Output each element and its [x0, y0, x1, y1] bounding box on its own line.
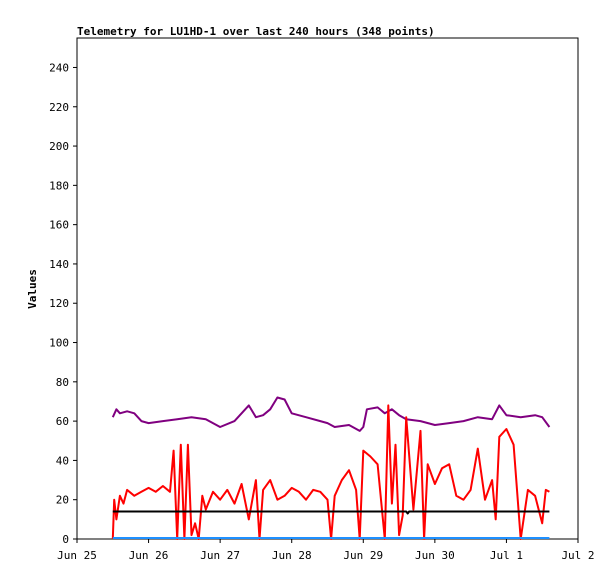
x-tick-label: Jun 25 [57, 549, 97, 562]
y-tick-label: 220 [49, 101, 69, 114]
x-tick-label: Jun 27 [200, 549, 240, 562]
y-axis: 0 20 40 60 80 100 120 140 160 180 200 220 240 [49, 61, 77, 546]
y-tick-label: 80 [56, 376, 69, 389]
chart-title: Telemetry for LU1HD-1 over last 240 hour… [77, 25, 435, 38]
y-tick-label: 120 [49, 297, 69, 310]
series-line-2 [112, 510, 550, 515]
x-tick-label: Jun 29 [343, 549, 383, 562]
y-tick-label: 240 [49, 61, 69, 74]
y-tick-label: 180 [49, 179, 69, 192]
y-axis-label: Values [26, 269, 39, 309]
x-tick-label: Jul 2 [561, 549, 594, 562]
x-tick-label: Jun 28 [272, 549, 312, 562]
x-tick-label: Jun 26 [129, 549, 169, 562]
y-tick-label: 40 [56, 454, 69, 467]
y-tick-label: 140 [49, 258, 69, 271]
y-tick-label: 20 [56, 494, 69, 507]
x-tick-label: Jun 30 [415, 549, 455, 562]
x-tick-label: Jul 1 [490, 549, 523, 562]
y-tick-label: 160 [49, 219, 69, 232]
y-tick-label: 100 [49, 337, 69, 350]
series-line-0 [111, 396, 551, 432]
series-layer [111, 396, 551, 540]
y-tick-label: 60 [56, 415, 69, 428]
y-tick-label: 200 [49, 140, 69, 153]
y-tick-label: 0 [62, 533, 69, 546]
plot-frame [76, 37, 579, 540]
x-axis: Jun 25 Jun 26 Jun 27 Jun 28 Jun 29 Jun 30 Jul … [57, 539, 595, 562]
